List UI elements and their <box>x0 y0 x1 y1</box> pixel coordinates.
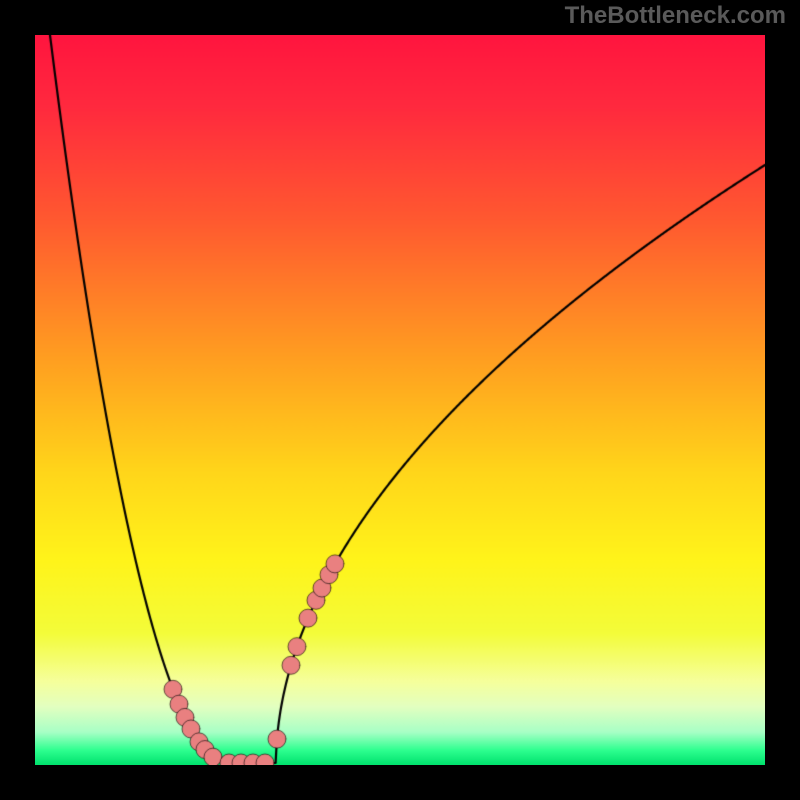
bottleneck-curve <box>35 35 765 765</box>
watermark-text: TheBottleneck.com <box>565 2 786 30</box>
plot-area <box>35 35 765 765</box>
chart-container: TheBottleneck.com <box>0 0 800 800</box>
